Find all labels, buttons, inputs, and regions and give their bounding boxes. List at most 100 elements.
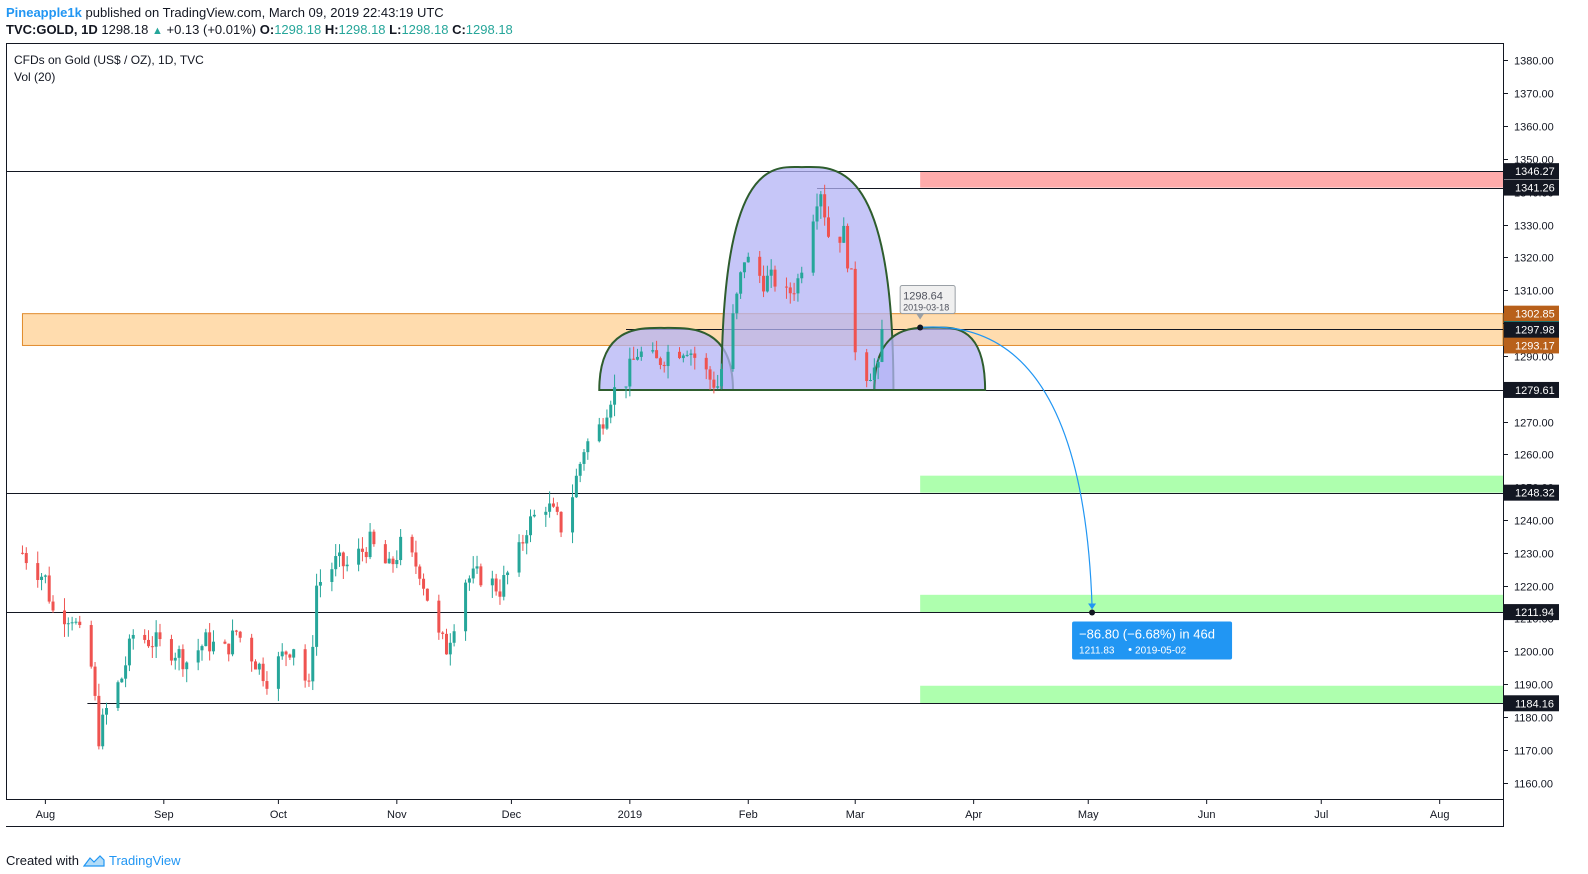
candle-up	[502, 575, 506, 597]
open-label: O:	[259, 22, 275, 37]
candle-up	[876, 361, 880, 368]
candle-up	[742, 262, 746, 273]
candle-down	[265, 681, 269, 689]
x-tick-label: May	[1078, 809, 1099, 821]
candle-down	[383, 544, 387, 564]
price-change: +0.13 (+0.01%)	[166, 22, 257, 37]
candle-up	[842, 225, 846, 243]
candle-up	[280, 651, 284, 657]
candle-up	[452, 631, 456, 643]
level-price-label: 1279.61	[1515, 385, 1555, 397]
y-tick-label: 1170.00	[1514, 746, 1553, 758]
candle-up	[815, 206, 819, 222]
last-price: 1298.18	[101, 22, 149, 37]
candle-up	[639, 351, 643, 357]
level-price-label-bg	[1504, 381, 1559, 398]
candle-up	[605, 417, 609, 429]
shoulder-tooltip-price: 1298.64	[903, 290, 943, 302]
candle-down	[147, 639, 151, 647]
candle-down	[494, 578, 498, 592]
up-arrow-icon: ▲	[151, 25, 163, 37]
zone-price-label: 1302.85	[1515, 309, 1555, 321]
candle-up	[200, 646, 204, 651]
candle-up	[448, 642, 452, 655]
candle-up	[66, 623, 70, 625]
level-price-label-bg	[1504, 321, 1559, 338]
footer-created: Created with	[6, 853, 79, 868]
close-value: 1298.18	[465, 22, 513, 37]
candle-up	[811, 221, 815, 273]
candle-down	[238, 631, 242, 638]
candle-down	[559, 511, 563, 533]
candle-down	[784, 286, 788, 288]
candle-down	[223, 641, 227, 644]
candle-down	[20, 552, 24, 554]
target-point[interactable]	[1089, 609, 1096, 616]
x-tick-label: Nov	[387, 809, 407, 821]
candle-down	[792, 293, 796, 295]
footer: Created with TradingView	[6, 853, 181, 868]
x-tick-label: Aug	[36, 809, 56, 821]
candle-down	[418, 566, 422, 579]
candle-down	[341, 552, 345, 567]
candle-up	[517, 542, 521, 573]
candle-down	[655, 350, 659, 359]
candle-up	[548, 503, 552, 512]
candle-up	[101, 714, 105, 747]
candle-down	[849, 268, 853, 270]
footer-brand-link[interactable]: TradingView	[108, 853, 181, 868]
candle-up	[635, 356, 639, 360]
candle-up	[318, 581, 322, 586]
y-tick-label: 1380.00	[1514, 56, 1554, 68]
candle-down	[307, 680, 311, 682]
candle-up	[578, 463, 582, 476]
y-tick-label: 1360.00	[1514, 122, 1554, 134]
candle-down	[758, 256, 762, 276]
candle-down	[303, 649, 307, 681]
x-tick-label: Jun	[1198, 809, 1216, 821]
candle-up	[40, 576, 44, 580]
y-tick-label: 1230.00	[1514, 549, 1554, 561]
level-price-label: 1184.16	[1515, 698, 1554, 710]
candle-up	[731, 313, 735, 370]
candle-up	[257, 663, 261, 670]
candle-up	[739, 272, 743, 294]
projection-sub-date: 2019-05-02	[1135, 645, 1187, 656]
candle-up	[628, 358, 632, 387]
candle-up	[116, 682, 120, 709]
candle-up	[685, 354, 689, 356]
author-link[interactable]: Pineapple1k	[6, 5, 82, 20]
candle-down	[441, 632, 445, 634]
candle-up	[525, 535, 529, 544]
candle-up	[70, 622, 74, 624]
candle-up	[211, 641, 215, 652]
candle-down	[521, 542, 525, 544]
tradingview-logo-icon	[82, 854, 105, 867]
candle-down	[284, 651, 288, 655]
level-price-label: 1346.27	[1515, 166, 1555, 178]
candle-up	[666, 351, 670, 367]
y-tick-label: 1180.00	[1514, 713, 1553, 725]
open-value: 1298.18	[274, 22, 322, 37]
y-tick-label: 1330.00	[1514, 221, 1554, 233]
y-tick-label: 1370.00	[1514, 89, 1554, 101]
candle-up	[154, 632, 158, 647]
zone-price-label: 1293.17	[1515, 340, 1555, 352]
candle-up	[311, 646, 315, 682]
support-zone-2	[920, 594, 1503, 613]
candle-up	[613, 387, 617, 405]
candle-down	[93, 666, 97, 696]
y-tick-label: 1290.00	[1514, 352, 1554, 364]
shoulder-tooltip-box	[899, 284, 956, 314]
x-tick-label: Apr	[965, 809, 982, 821]
y-tick-label: 1260.00	[1514, 450, 1554, 462]
level-price-label-bg	[1504, 695, 1559, 712]
candle-up	[609, 404, 613, 418]
candle-down	[143, 634, 147, 640]
shoulder-point[interactable]	[917, 324, 924, 331]
candle-down	[708, 369, 712, 380]
candle-down	[422, 578, 426, 589]
support-zone-3	[920, 685, 1503, 704]
candle-down	[712, 379, 716, 388]
